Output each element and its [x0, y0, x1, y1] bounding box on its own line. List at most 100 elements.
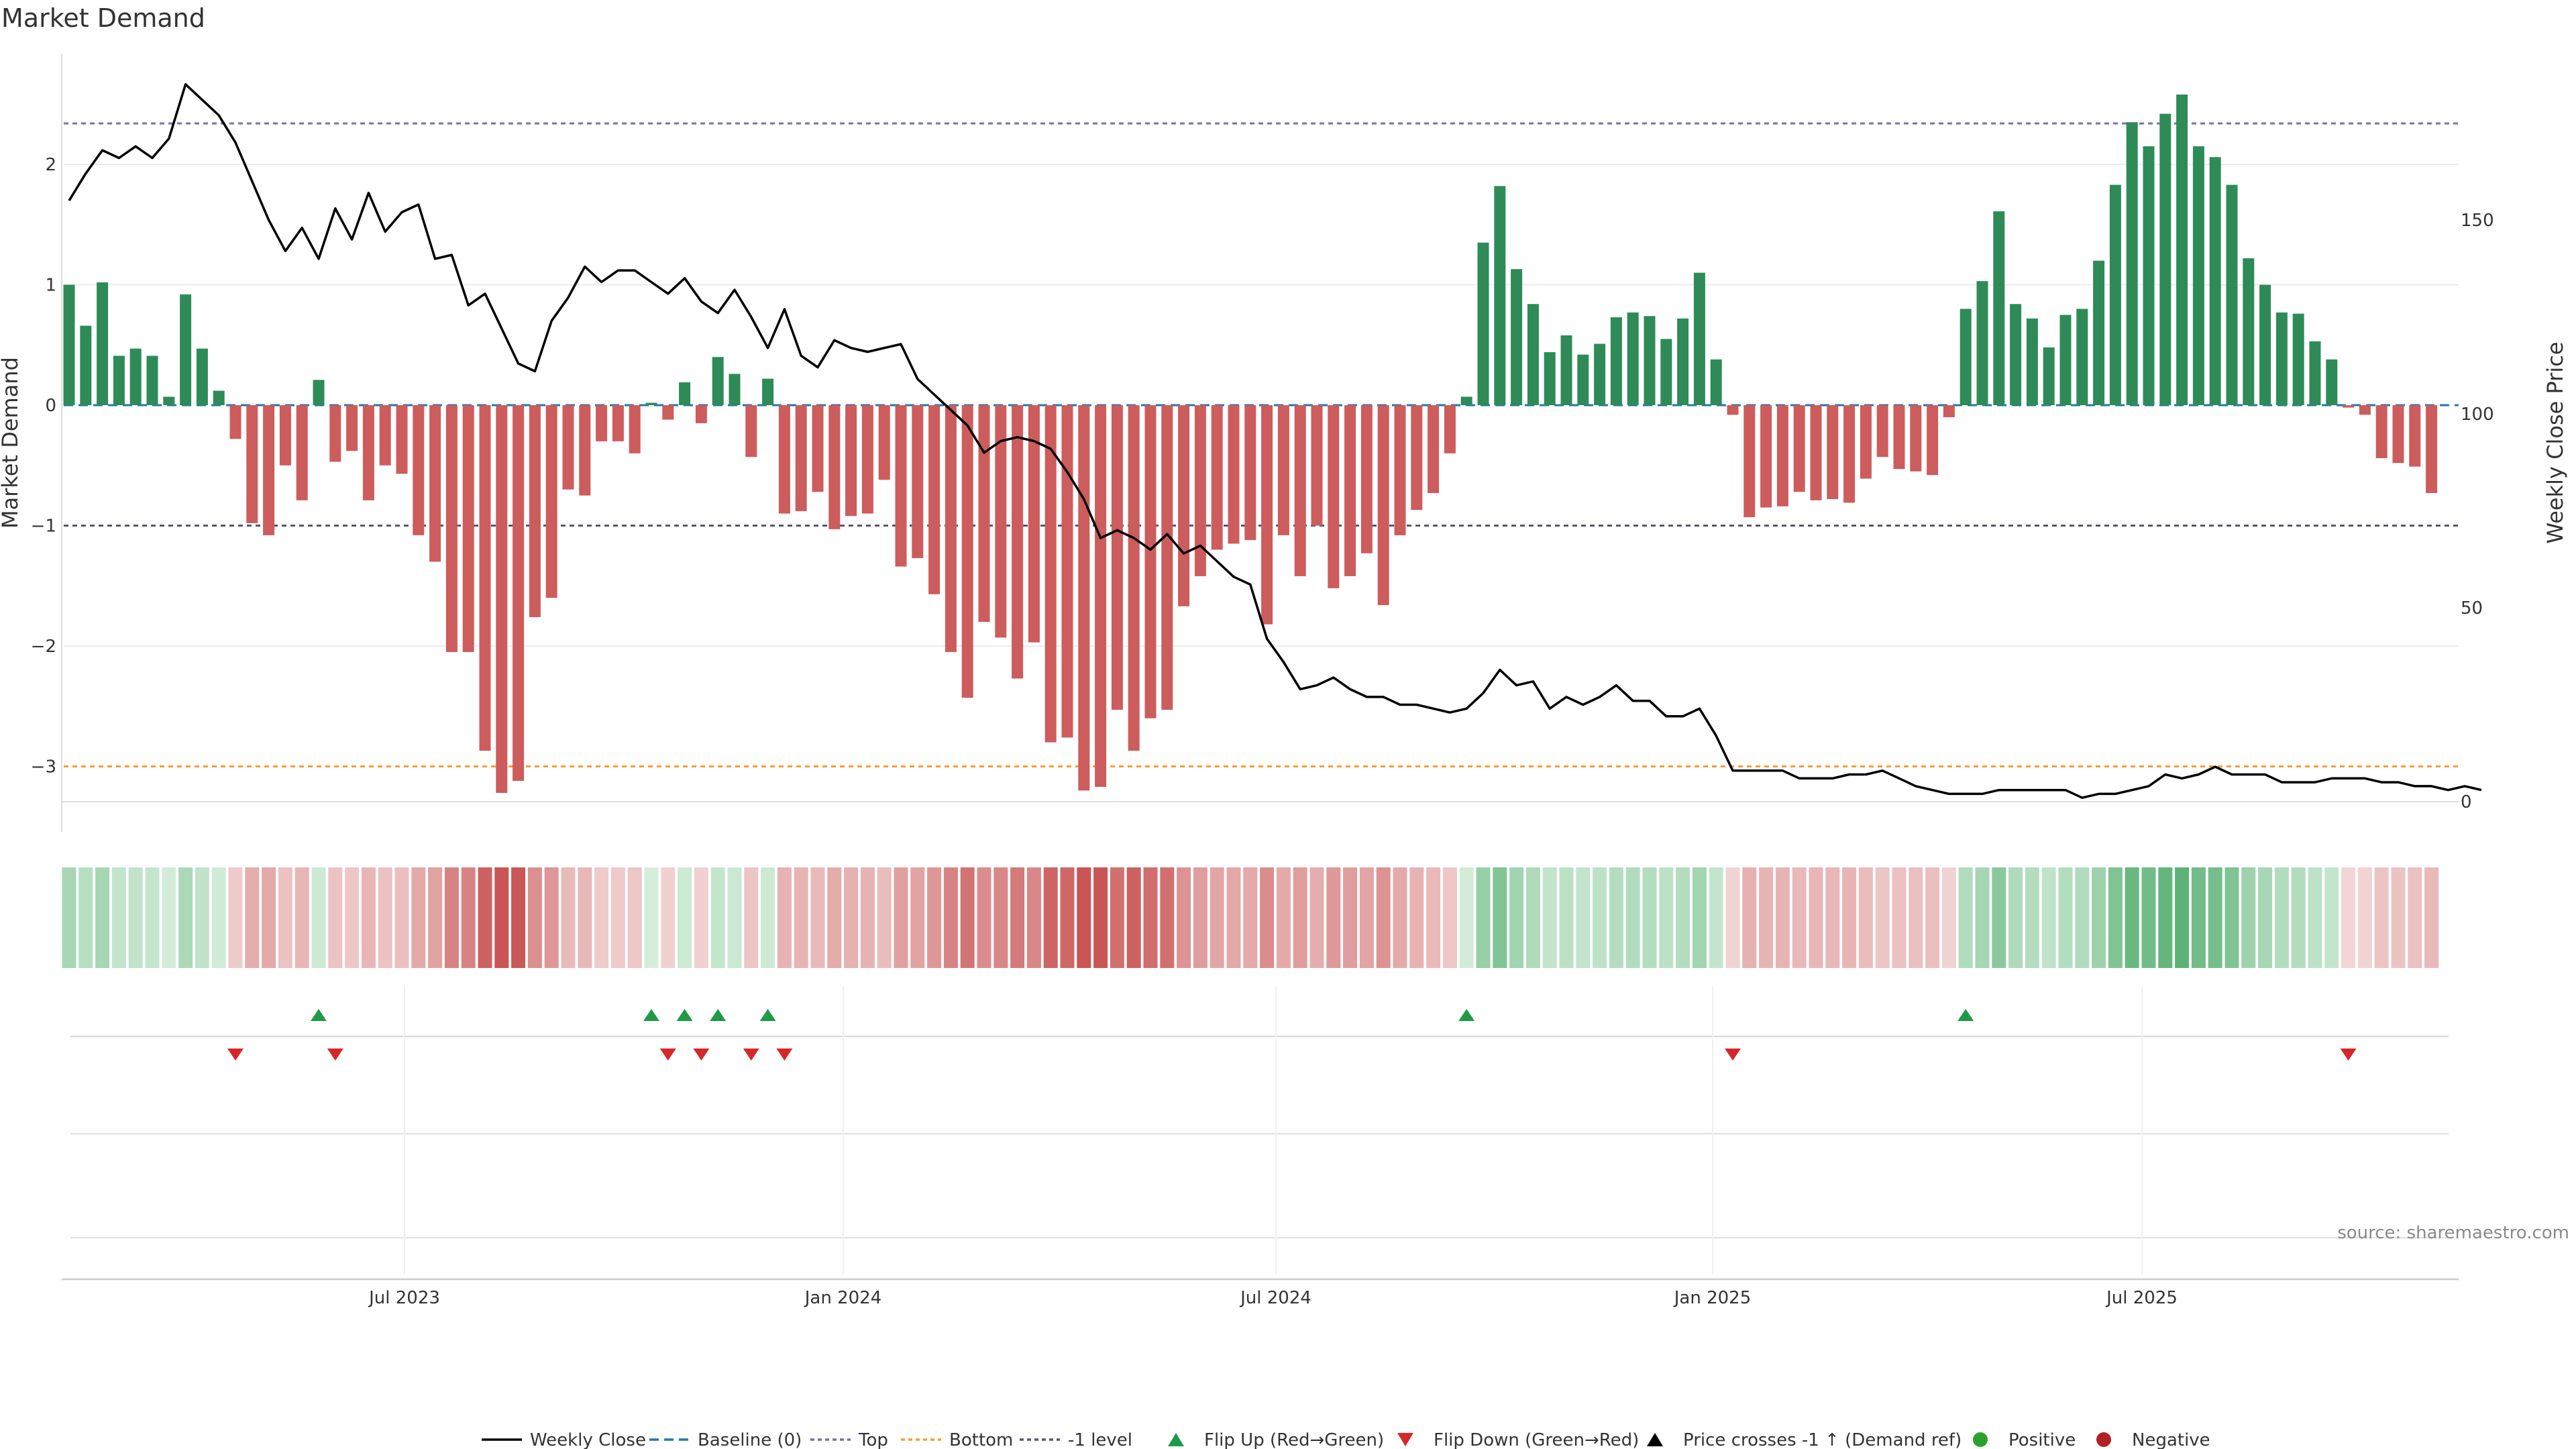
legend-triangle-up-swatch — [1647, 1433, 1663, 1446]
demand-bar — [895, 405, 907, 567]
legend-label: Flip Down (Green→Red) — [1434, 1430, 1639, 1449]
heat-cell — [1160, 867, 1175, 968]
heat-cell — [2058, 867, 2073, 968]
demand-bar — [1211, 405, 1223, 550]
demand-bar — [2109, 184, 2121, 405]
demand-bar — [462, 405, 474, 652]
demand-bar — [1460, 396, 1472, 405]
demand-bar — [1760, 405, 1772, 508]
heat-cell — [1525, 867, 1540, 968]
demand-bar — [513, 405, 525, 782]
demand-bar — [396, 405, 408, 474]
demand-bar — [2192, 146, 2204, 405]
demand-bar — [2059, 315, 2072, 405]
flip-down-marker — [2340, 1049, 2357, 1061]
demand-bar — [1927, 405, 1939, 476]
flip-up-marker — [311, 1009, 327, 1021]
demand-bar — [1527, 304, 1539, 405]
heat-cell — [1709, 867, 1723, 968]
legend-triangle-down-swatch — [1397, 1433, 1413, 1446]
left-y-axis-title: Market Demand — [0, 357, 23, 529]
demand-bar — [2243, 258, 2255, 405]
heat-cell — [2308, 867, 2322, 968]
demand-bar — [2010, 304, 2022, 405]
heat-cell — [1326, 867, 1341, 968]
heat-cell — [1476, 867, 1491, 968]
heat-cell — [211, 867, 226, 968]
demand-bar — [1577, 354, 1589, 405]
heat-cell — [1992, 867, 2006, 968]
legend-circle-swatch — [2096, 1432, 2111, 1447]
y-tick-label: −3 — [31, 757, 56, 777]
demand-bar — [745, 405, 757, 458]
right-y-axis-ticks: 150 100 50 0 — [2461, 211, 2494, 812]
heat-cell — [710, 867, 725, 968]
y-tick-label: 1 — [45, 276, 56, 296]
x-tick-label: Jul 2023 — [368, 1288, 440, 1308]
heat-cell — [1376, 867, 1391, 968]
y2-tick-label: 50 — [2461, 598, 2483, 619]
legend-label: Price crosses -1 ↑ (Demand ref) — [1683, 1430, 1962, 1449]
heat-cell — [943, 867, 958, 968]
demand-bar — [695, 405, 707, 423]
demand-bar — [679, 382, 691, 405]
heat-cell — [1010, 867, 1025, 968]
demand-bar — [662, 405, 674, 420]
demand-bar — [1743, 405, 1756, 517]
heat-cell — [761, 867, 775, 968]
demand-bar — [612, 405, 624, 441]
heat-cell — [228, 867, 243, 968]
heat-cell — [1493, 867, 1507, 968]
demand-bar — [2292, 313, 2304, 405]
heat-cell — [644, 867, 659, 968]
demand-bar — [912, 405, 924, 558]
demand-bar — [1910, 405, 1922, 472]
heat-cell — [694, 867, 708, 968]
heat-cell — [977, 867, 991, 968]
demand-bar — [2259, 284, 2271, 405]
heat-cell — [411, 867, 426, 968]
legend-item: Negative — [2096, 1430, 2210, 1449]
heat-cell — [610, 867, 625, 968]
demand-bar — [562, 405, 574, 490]
demand-bar — [2426, 405, 2438, 494]
heat-cell — [1143, 867, 1158, 968]
y-tick-label: 2 — [45, 155, 56, 175]
demand-bar — [795, 405, 807, 511]
heat-cell — [1775, 867, 1790, 968]
x-tick-label: Jan 2025 — [1673, 1288, 1752, 1308]
heat-cell — [428, 867, 443, 968]
heat-cell — [2291, 867, 2306, 968]
heat-cell — [1609, 867, 1623, 968]
heat-cell — [145, 867, 160, 968]
flip-up-marker — [643, 1009, 659, 1021]
demand-bar — [180, 294, 192, 405]
demand-bar — [229, 405, 241, 439]
demand-bar — [1078, 405, 1090, 791]
demand-bar — [645, 402, 657, 405]
y2-tick-label: 100 — [2461, 405, 2494, 425]
heat-cell — [311, 867, 326, 968]
heat-cell — [1792, 867, 1807, 968]
demand-bar — [778, 405, 790, 514]
y2-tick-label: 0 — [2461, 792, 2472, 812]
heat-cell — [2108, 867, 2123, 968]
demand-bar — [1644, 316, 1656, 405]
demand-bar — [1677, 318, 1689, 405]
heat-cell — [1126, 867, 1141, 968]
heat-cell — [1742, 867, 1757, 968]
heat-cell — [345, 867, 360, 968]
demand-bar — [1993, 211, 2005, 405]
demand-bar — [1328, 405, 1340, 588]
x-axis: Jul 2023 Jan 2024 Jul 2024 Jan 2025 Jul 2025 — [62, 986, 2459, 1308]
flip-up-marker — [759, 1009, 776, 1021]
demand-bar — [1012, 405, 1024, 679]
demand-bar — [2209, 157, 2221, 406]
demand-bar — [1178, 405, 1190, 606]
heat-cell — [2008, 867, 2023, 968]
legend-label: Top — [858, 1430, 888, 1449]
heat-cell — [777, 867, 792, 968]
demand-bar — [2275, 312, 2288, 405]
heat-cell — [1459, 867, 1474, 968]
y-tick-label: −2 — [31, 637, 56, 657]
